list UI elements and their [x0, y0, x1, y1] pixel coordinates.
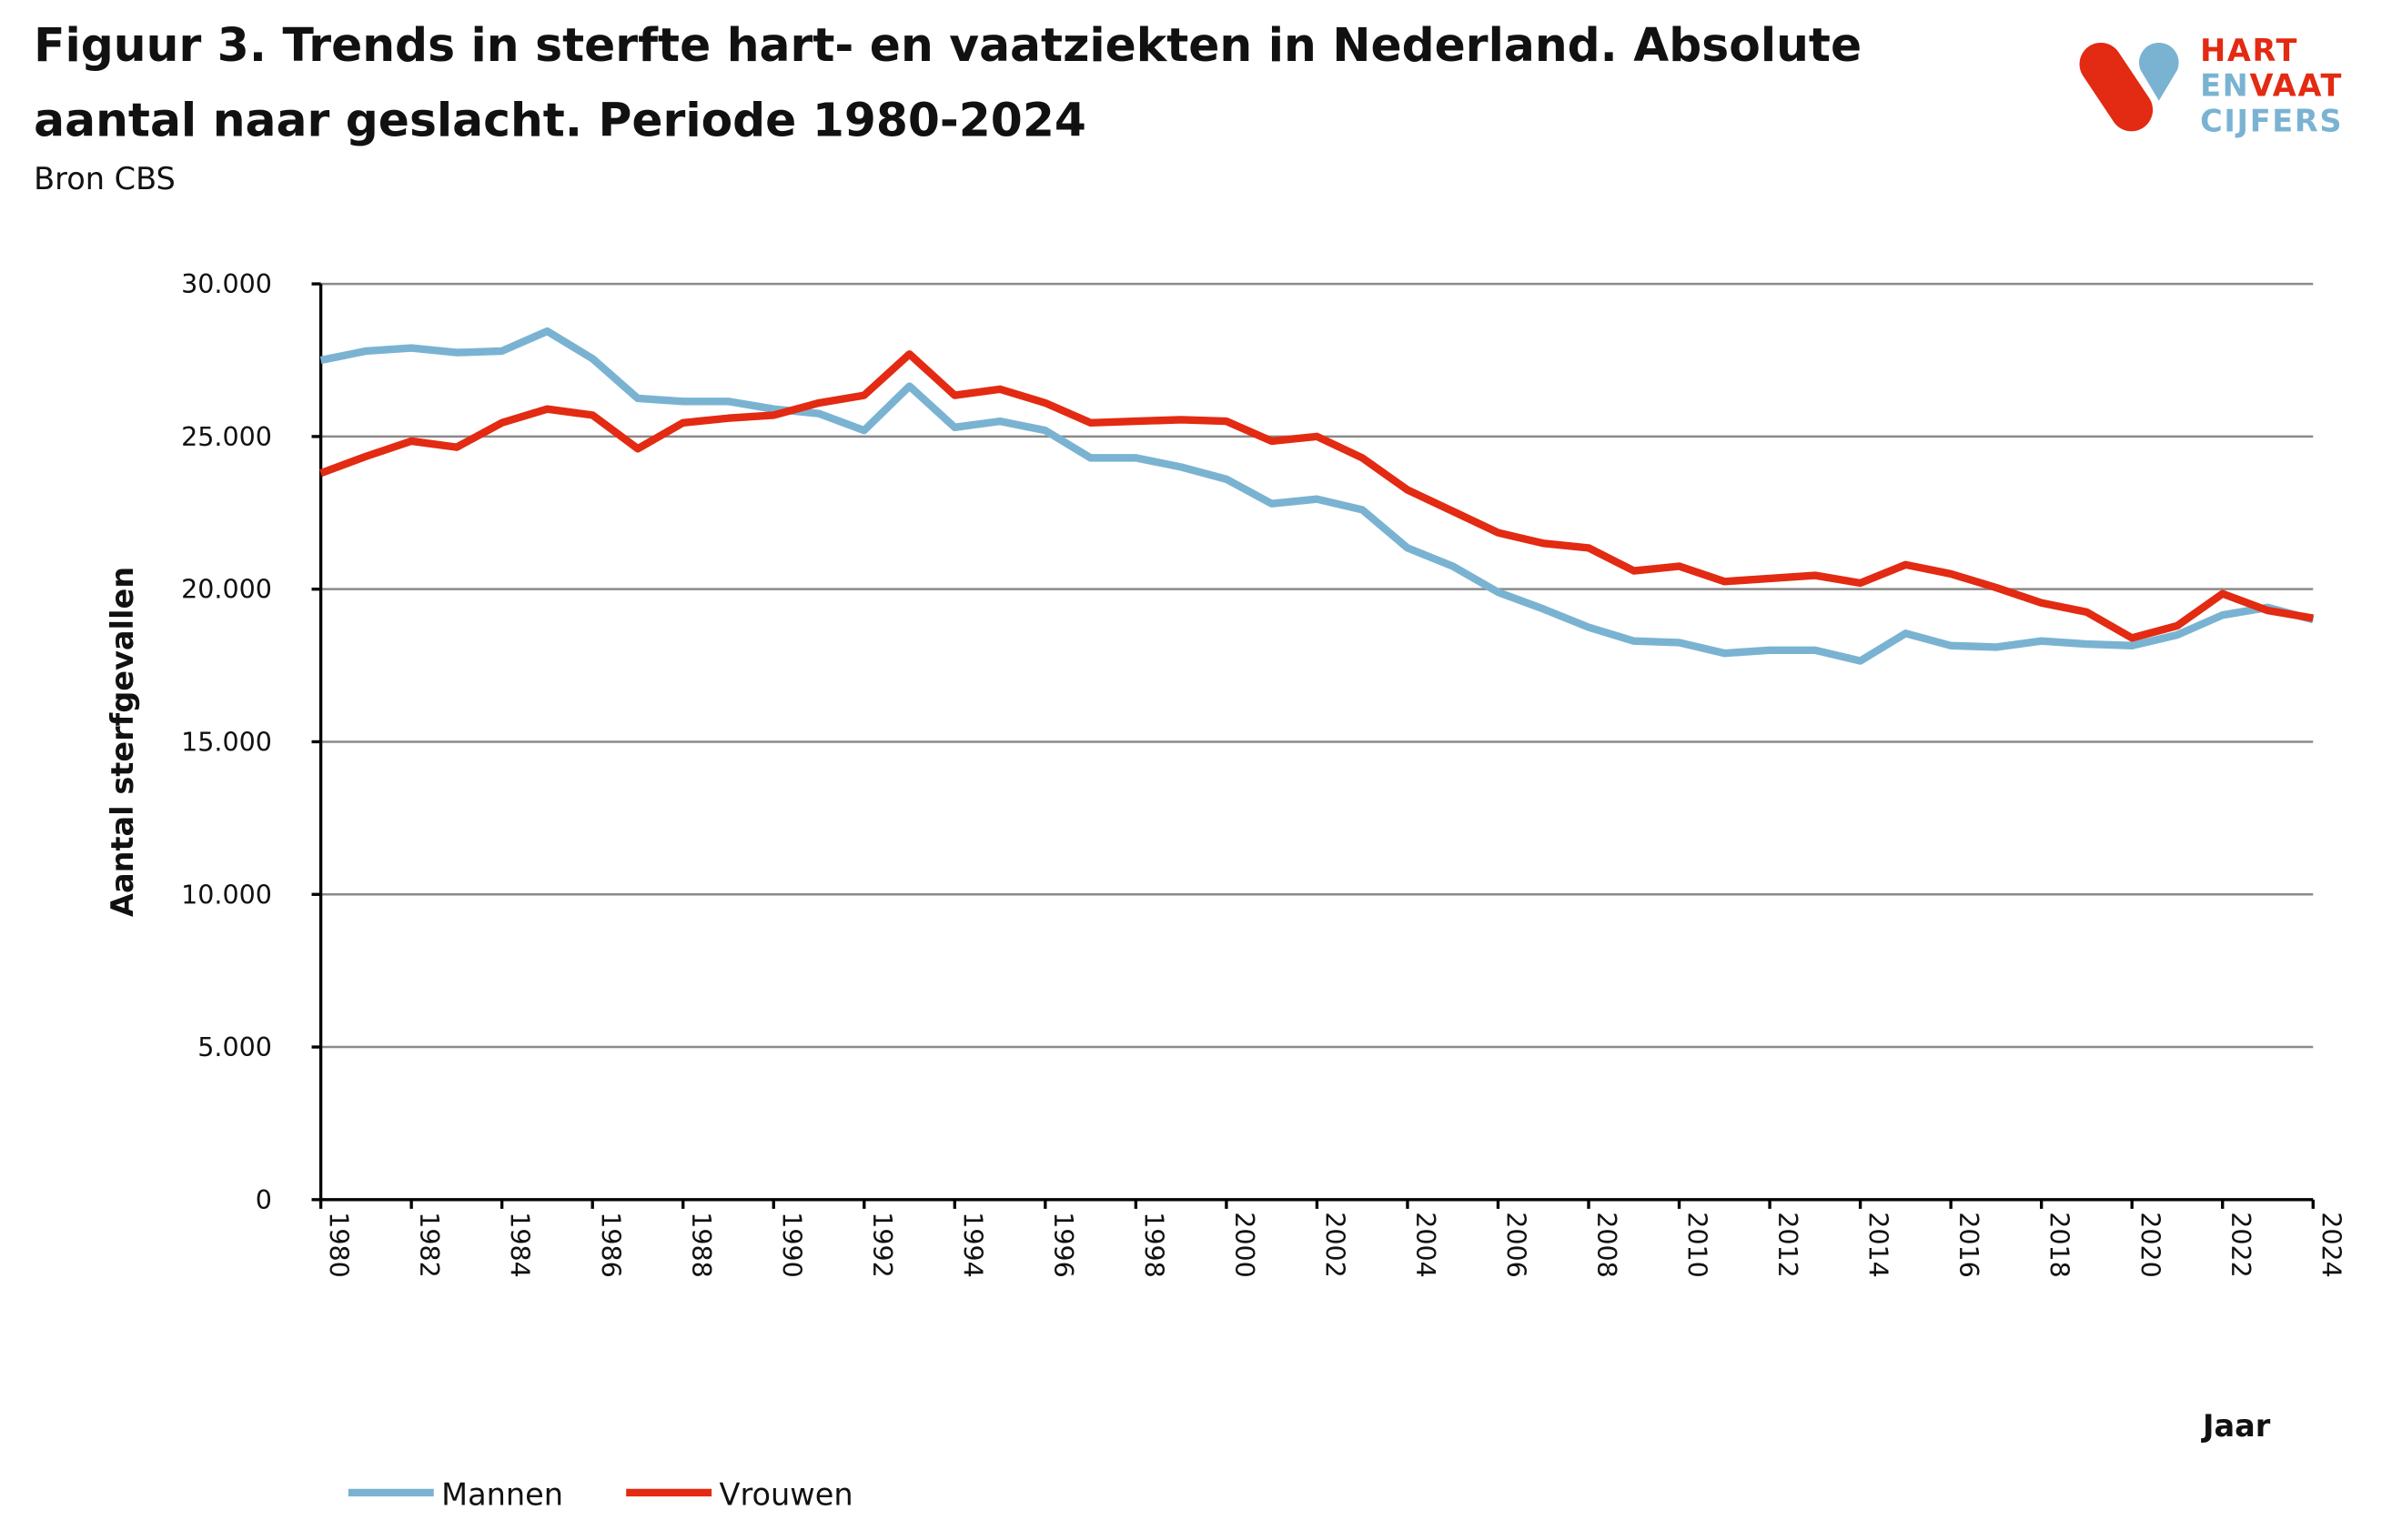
y-tick-label: 30.000	[181, 269, 272, 299]
y-tick-label: 0	[256, 1185, 272, 1215]
logo-text-envaat: ENVAAT	[2200, 68, 2343, 104]
logo: HART ENVAAT CIJFERS	[2079, 33, 2343, 138]
y-tick-label: 10.000	[181, 880, 272, 910]
chart-title-line2: aantal naar geslacht. Periode 1980-2024	[34, 93, 1086, 146]
x-axis-label: Jaar	[2201, 1408, 2271, 1444]
x-tick-label: 2002	[1319, 1212, 1349, 1278]
x-tick-label: 2024	[2316, 1212, 2346, 1278]
x-tick-label: 1992	[867, 1212, 897, 1278]
logo-drop-icon	[2138, 42, 2179, 101]
series-line-mannen	[319, 327, 2315, 665]
x-tick-label: 1982	[414, 1212, 444, 1278]
y-tick-label: 5.000	[197, 1032, 272, 1062]
x-tick-label: 1994	[957, 1212, 987, 1278]
x-tick-label: 1996	[1048, 1212, 1078, 1278]
logo-text-hart: HART	[2200, 33, 2298, 68]
x-tick-label: 2022	[2226, 1212, 2256, 1278]
x-tick-label: 2008	[1591, 1212, 1621, 1278]
series-lines	[319, 327, 2315, 665]
x-tick-label: 2018	[2044, 1212, 2074, 1278]
x-tick-label: 2000	[1229, 1212, 1259, 1278]
x-tick-label: 1984	[505, 1212, 535, 1278]
x-tick-label: 2010	[1682, 1212, 1712, 1278]
y-tick-label: 15.000	[181, 728, 272, 758]
x-tick-label: 2004	[1410, 1212, 1440, 1278]
gridlines	[311, 282, 2314, 1202]
x-tick-label: 1998	[1138, 1212, 1168, 1278]
chart-source: Bron CBS	[34, 161, 176, 196]
x-tick-label: 2012	[1772, 1212, 1802, 1278]
y-tick-label: 20.000	[181, 575, 272, 605]
legend: Mannen Vrouwen	[348, 1476, 853, 1512]
x-tick-label: 2006	[1501, 1212, 1531, 1278]
x-tick-label: 2016	[1953, 1212, 1983, 1278]
y-tick-labels: 0 5.000 10.000 15.000 20.000 25.000 30.000	[181, 269, 272, 1215]
logo-text-cijfers: CIJFERS	[2200, 103, 2343, 138]
x-tick-label: 1990	[776, 1212, 806, 1278]
logo-text-vaat: VAAT	[2249, 68, 2343, 104]
series-line-vrouwen	[319, 350, 2314, 642]
logo-pill-icon	[2079, 42, 2154, 132]
x-tick-label: 2020	[2135, 1212, 2165, 1278]
logo-text-en: EN	[2200, 68, 2249, 104]
x-tick-label: 1988	[686, 1212, 716, 1278]
legend-label-mannen: Mannen	[441, 1476, 563, 1512]
legend-label-vrouwen: Vrouwen	[720, 1476, 853, 1512]
x-tick-label: 1980	[324, 1212, 354, 1278]
chart-title-line1: Figuur 3. Trends in sterfte hart- en vaa…	[34, 18, 1862, 72]
y-tick-label: 25.000	[181, 422, 272, 452]
x-tick-label: 2014	[1863, 1212, 1893, 1278]
y-axis-label: Aantal sterfgevallen	[105, 567, 140, 917]
x-tick-label: 1986	[595, 1212, 625, 1278]
x-tick-labels: 1980 1982 1984 1986 1988 1990 1992 1994 1996 1998…	[318, 1199, 2346, 1278]
